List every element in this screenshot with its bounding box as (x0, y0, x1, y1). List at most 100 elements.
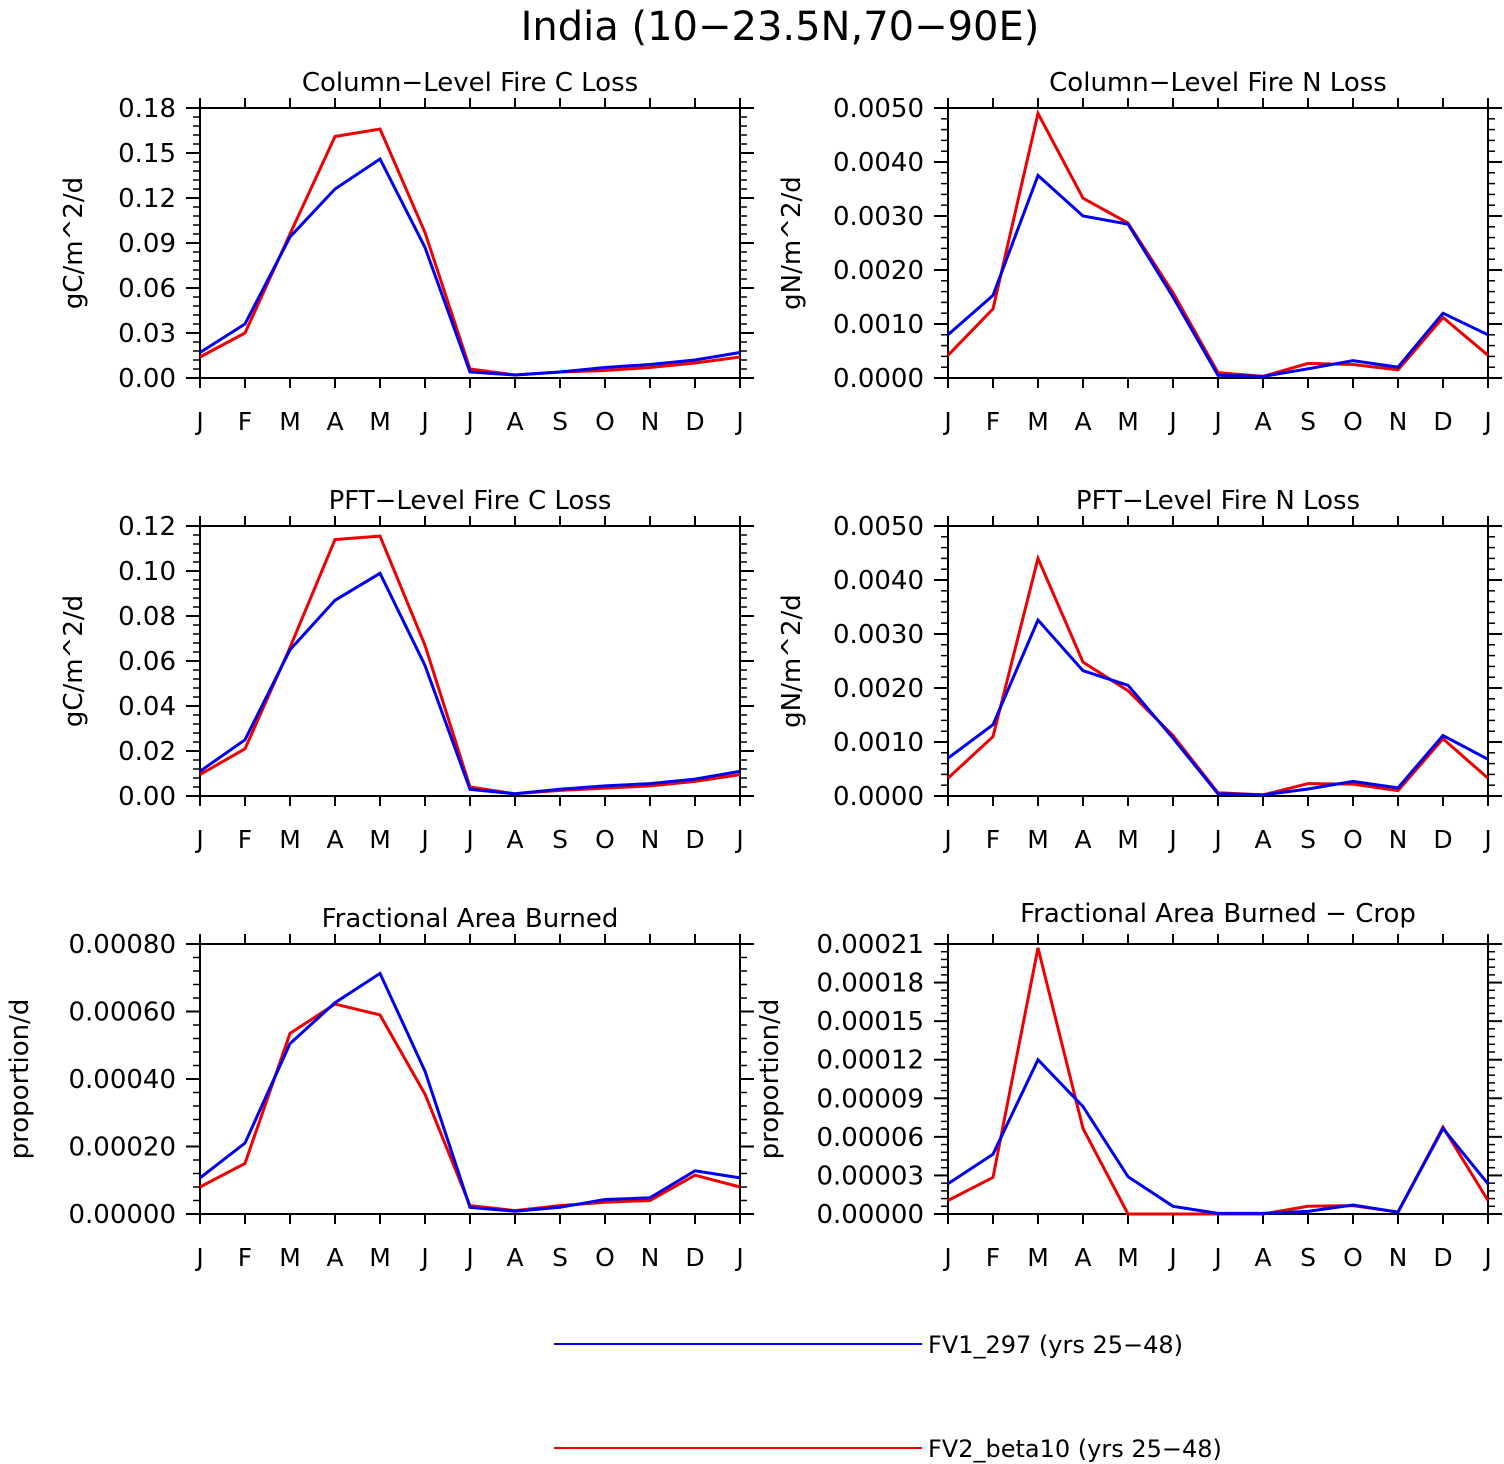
x-tick-label: M (369, 825, 391, 854)
x-tick-label: A (326, 1243, 343, 1272)
x-tick-label: M (279, 825, 301, 854)
series-line-fv1 (947, 172, 1489, 378)
plot-frame (199, 943, 741, 1215)
x-tick-label: J (1482, 407, 1491, 436)
x-tick-label: N (1389, 407, 1408, 436)
x-tick-label: J (1167, 1243, 1176, 1272)
x-tick-label: S (1300, 1243, 1316, 1272)
series-line-fv2 (946, 553, 1489, 797)
y-tick-label: 0.00060 (68, 998, 176, 1028)
y-axis-label: gN/m^2/d (777, 176, 807, 310)
x-tick-label: O (595, 407, 615, 436)
y-tick-label: 0.00006 (816, 1123, 924, 1153)
y-tick-label: 0.15 (118, 139, 176, 169)
y-tick-label: 0.0040 (833, 566, 924, 596)
x-tick-label: J (1482, 825, 1491, 854)
legend-label-2: FV2_beta10 (yrs 25−48) (928, 1435, 1222, 1463)
x-tick-label: O (1343, 825, 1363, 854)
panel-title: Fractional Area Burned − Crop (1020, 899, 1416, 929)
y-tick-label: 0.0000 (833, 364, 924, 394)
y-tick-label: 0.00009 (816, 1084, 924, 1114)
y-tick-label: 0.09 (118, 229, 176, 259)
x-tick-label: S (552, 407, 568, 436)
y-tick-label: 0.04 (118, 692, 176, 722)
legend: FV1_297 (yrs 25−48) FV2_beta10 (yrs 25−48… (554, 1331, 1222, 1463)
x-tick-label: O (595, 825, 615, 854)
y-tick-label: 0.00003 (816, 1161, 924, 1191)
x-tick-label: S (1300, 407, 1316, 436)
x-tick-label: A (506, 1243, 523, 1272)
x-tick-label: S (552, 1243, 568, 1272)
x-tick-label: A (1074, 407, 1091, 436)
y-tick-label: 0.0050 (833, 512, 924, 542)
x-tick-label: A (326, 407, 343, 436)
x-tick-label: F (986, 1243, 1000, 1272)
x-tick-label: A (506, 407, 523, 436)
x-tick-label: A (1074, 825, 1091, 854)
panel-title: Column−Level Fire N Loss (1049, 68, 1387, 98)
x-tick-label: S (552, 825, 568, 854)
x-tick-label: J (419, 407, 428, 436)
y-tick-label: 0.0020 (833, 674, 924, 704)
y-tick-label: 0.00040 (68, 1065, 176, 1095)
x-tick-label: A (326, 825, 343, 854)
y-tick-label: 0.00015 (816, 1007, 924, 1037)
y-tick-label: 0.12 (118, 184, 176, 214)
x-tick-label: A (1074, 1243, 1091, 1272)
y-tick-label: 0.12 (118, 512, 176, 542)
x-tick-label: J (1212, 1243, 1221, 1272)
plot-frame (199, 107, 741, 379)
x-tick-label: M (279, 1243, 301, 1272)
x-tick-label: S (1300, 825, 1316, 854)
panel-title: Column−Level Fire C Loss (302, 68, 638, 98)
legend-label-1: FV1_297 (yrs 25−48) (928, 1331, 1183, 1359)
y-axis-label: proportion/d (755, 999, 785, 1160)
y-tick-label: 0.00000 (68, 1200, 176, 1230)
x-tick-label: J (1167, 407, 1176, 436)
x-tick-label: J (464, 825, 473, 854)
x-tick-label: J (419, 1243, 428, 1272)
x-tick-label: M (1117, 407, 1139, 436)
y-tick-label: 0.0030 (833, 202, 924, 232)
x-tick-label: J (194, 1243, 203, 1272)
series-line-fv2 (946, 109, 1489, 378)
x-tick-label: F (986, 825, 1000, 854)
x-tick-label: J (734, 1243, 743, 1272)
x-tick-label: J (419, 825, 428, 854)
figure-title: India (10−23.5N,70−90E) (521, 4, 1040, 50)
x-tick-label: J (464, 1243, 473, 1272)
x-tick-label: J (942, 1243, 951, 1272)
y-tick-label: 0.10 (118, 557, 176, 587)
y-tick-label: 0.00021 (816, 930, 924, 960)
x-tick-label: D (685, 1243, 704, 1272)
x-tick-label: M (1027, 825, 1049, 854)
x-tick-label: F (238, 407, 252, 436)
x-tick-label: J (194, 825, 203, 854)
panel-title: PFT−Level Fire C Loss (329, 486, 612, 516)
y-axis-label: gC/m^2/d (59, 595, 89, 727)
panel-title: PFT−Level Fire N Loss (1076, 486, 1360, 516)
y-tick-label: 0.02 (118, 737, 176, 767)
y-tick-label: 0.0020 (833, 256, 924, 286)
x-tick-label: J (1212, 407, 1221, 436)
x-tick-label: M (369, 1243, 391, 1272)
x-tick-label: D (1433, 825, 1452, 854)
series-line-fv1 (199, 971, 741, 1213)
y-tick-label: 0.0000 (833, 782, 924, 812)
y-tick-label: 0.0040 (833, 148, 924, 178)
x-tick-label: O (595, 1243, 615, 1272)
x-tick-label: F (238, 1243, 252, 1272)
y-axis-label: gN/m^2/d (777, 594, 807, 728)
x-tick-label: O (1343, 1243, 1363, 1272)
x-tick-label: N (641, 1243, 660, 1272)
x-tick-label: N (641, 825, 660, 854)
x-tick-label: J (734, 407, 743, 436)
plot-frame (199, 525, 741, 797)
y-tick-label: 0.06 (118, 647, 176, 677)
y-tick-label: 0.00018 (816, 969, 924, 999)
x-tick-label: D (685, 825, 704, 854)
